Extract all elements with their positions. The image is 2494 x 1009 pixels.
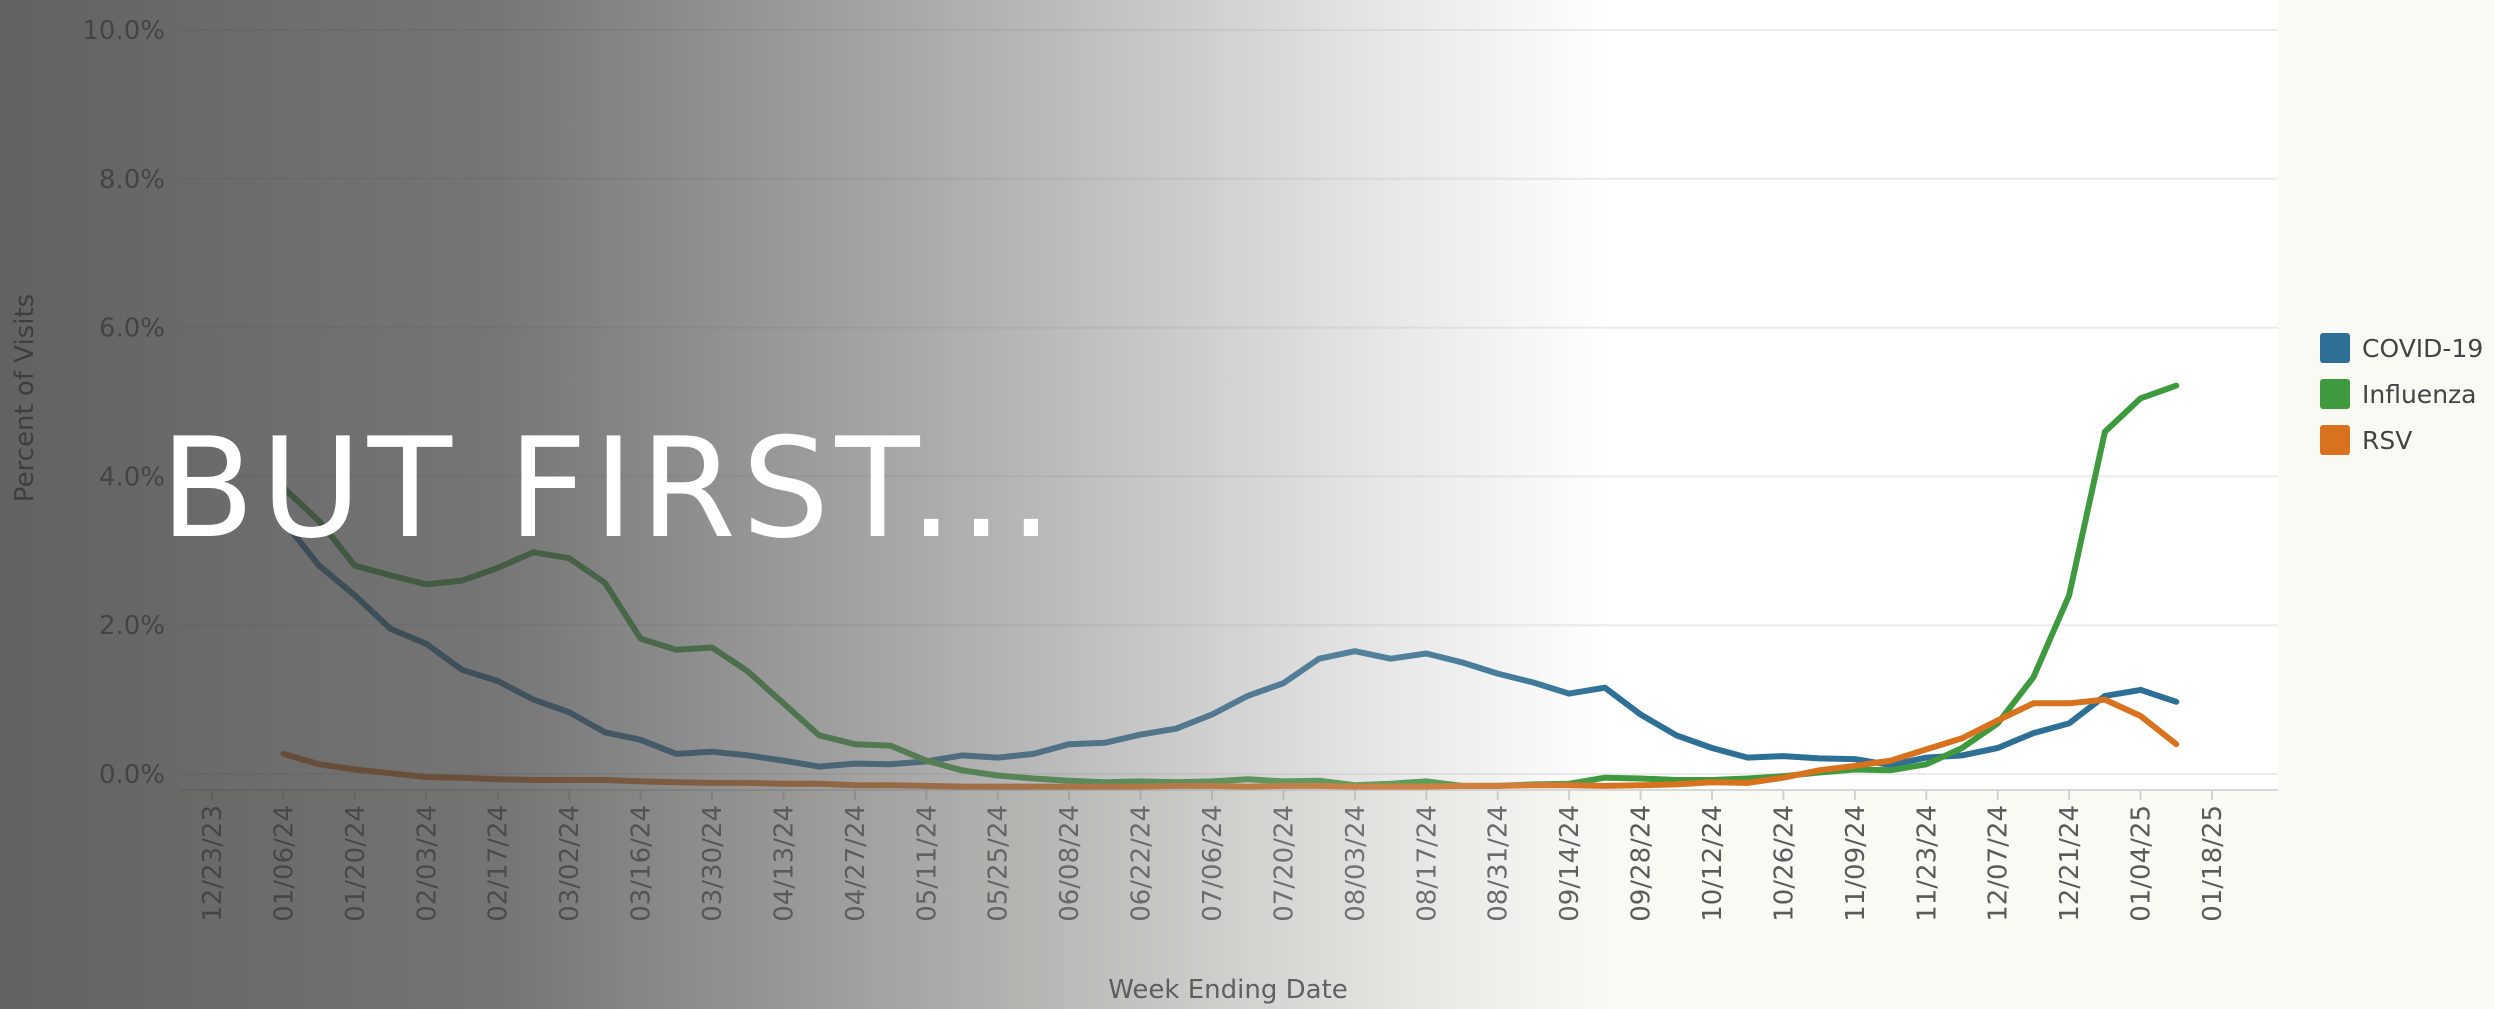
x-tick-label: 03/30/24 [698, 805, 728, 922]
chart-legend: COVID-19 Influenza RSV [2320, 325, 2483, 463]
x-tick-label: 08/03/24 [1341, 805, 1371, 922]
x-tick-label: 04/13/24 [769, 805, 799, 922]
legend-label: COVID-19 [2362, 333, 2484, 363]
x-axis-title: Week Ending Date [1108, 975, 1348, 1005]
legend-swatch [2320, 333, 2350, 363]
overlay-headline: BUT FIRST... [160, 408, 1059, 569]
legend-label: RSV [2362, 425, 2413, 455]
x-tick-label: 03/16/24 [627, 805, 657, 922]
y-tick-label: 2.0% [99, 611, 165, 641]
x-tick-label: 06/22/24 [1127, 805, 1157, 922]
x-tick-label: 06/08/24 [1055, 805, 1085, 922]
legend-label: Influenza [2362, 379, 2477, 409]
x-tick-label: 12/21/24 [2055, 805, 2085, 922]
legend-swatch [2320, 379, 2350, 409]
y-tick-label: 6.0% [99, 314, 165, 344]
x-tick-label: 12/23/23 [198, 805, 228, 922]
legend-swatch [2320, 425, 2350, 455]
legend-item: RSV [2320, 417, 2483, 463]
x-tick-label: 08/31/24 [1484, 805, 1514, 922]
x-tick-label: 07/06/24 [1198, 805, 1228, 922]
x-tick-label: 12/07/24 [1984, 805, 2014, 922]
x-tick-label: 01/20/24 [341, 805, 371, 922]
x-tick-label: 04/27/24 [841, 805, 871, 922]
x-tick-label: 01/18/25 [2198, 805, 2228, 922]
x-tick-label: 08/17/24 [1412, 805, 1442, 922]
y-tick-label: 4.0% [99, 462, 165, 492]
x-tick-label: 10/12/24 [1698, 805, 1728, 922]
x-tick-label: 01/06/24 [269, 805, 299, 922]
plot-background [180, 0, 2278, 790]
x-tick-label: 05/11/24 [912, 805, 942, 922]
x-tick-label: 07/20/24 [1269, 805, 1299, 922]
x-tick-label: 02/17/24 [484, 805, 514, 922]
legend-item: COVID-19 [2320, 325, 2483, 371]
legend-item: Influenza [2320, 371, 2483, 417]
x-tick-label: 10/26/24 [1769, 805, 1799, 922]
x-tick-label: 09/14/24 [1555, 805, 1585, 922]
x-tick-label: 03/02/24 [555, 805, 585, 922]
x-tick-label: 09/28/24 [1627, 805, 1657, 922]
y-axis-title: Percent of Visits [10, 294, 40, 502]
x-tick-label: 11/23/24 [1912, 805, 1942, 922]
y-tick-label: 8.0% [99, 165, 165, 195]
x-tick-label: 01/04/25 [2127, 805, 2157, 922]
x-tick-label: 11/09/24 [1841, 805, 1871, 922]
x-tick-label: 05/25/24 [984, 805, 1014, 922]
y-tick-label: 0.0% [99, 760, 165, 790]
y-tick-label: 10.0% [82, 16, 165, 46]
x-tick-label: 02/03/24 [412, 805, 442, 922]
